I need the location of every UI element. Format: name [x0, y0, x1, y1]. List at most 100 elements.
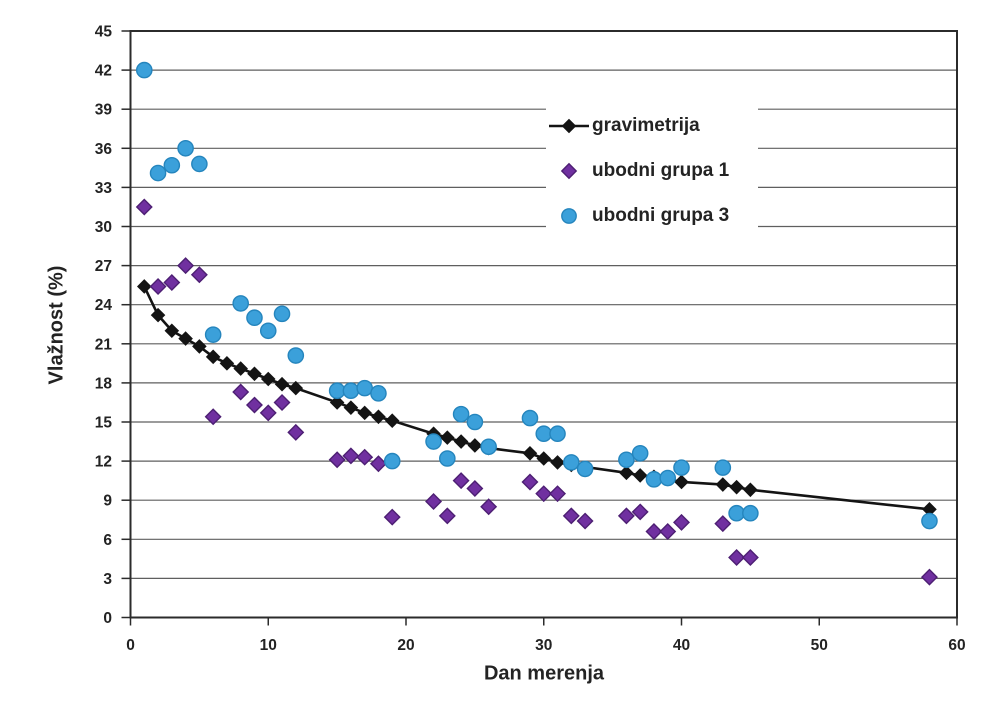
data-point-ubodni-grupa-1 — [287, 423, 305, 441]
data-point-ubodni-grupa-3 — [645, 471, 663, 488]
data-point-ubodni-grupa-3 — [287, 347, 305, 364]
data-point-gravimetrija — [343, 400, 359, 415]
x-tick-label: 20 — [397, 637, 414, 654]
data-point-ubodni-grupa-1 — [480, 498, 498, 516]
data-point-gravimetrija — [247, 366, 262, 382]
data-point-gravimetrija — [536, 451, 552, 466]
data-point-ubodni-grupa-3 — [204, 326, 222, 343]
x-tick-label: 40 — [673, 637, 690, 654]
data-point-ubodni-grupa-1 — [714, 515, 732, 533]
data-point-gravimetrija — [164, 323, 180, 339]
data-point-gravimetrija — [743, 482, 758, 498]
data-point-ubodni-grupa-3 — [439, 450, 456, 467]
x-axis-title: Dan merenja — [483, 662, 605, 685]
data-point-ubodni-grupa-1 — [369, 455, 387, 473]
data-point-gravimetrija — [233, 361, 248, 376]
data-point-gravimetrija — [550, 455, 565, 470]
legend-label: ubodni grupa 1 — [592, 160, 730, 181]
data-point-ubodni-grupa-3 — [246, 309, 263, 327]
data-point-ubodni-grupa-1 — [466, 479, 484, 497]
legend: gravimetrija ubodni grupa 1 ubodni grupa… — [546, 100, 758, 240]
data-point-ubodni-grupa-3 — [535, 425, 553, 443]
data-point-ubodni-grupa-1 — [617, 507, 635, 525]
y-tick-label: 9 — [103, 493, 112, 510]
data-point-ubodni-grupa-3 — [714, 459, 732, 476]
data-point-gravimetrija — [288, 380, 304, 396]
data-point-ubodni-grupa-1 — [631, 503, 649, 521]
data-point-gravimetrija — [329, 395, 345, 410]
data-point-gravimetrija — [205, 349, 221, 365]
data-point-ubodni-grupa-1 — [177, 257, 195, 275]
data-point-ubodni-grupa-1 — [659, 522, 677, 540]
x-tick-label: 60 — [948, 637, 965, 654]
data-point-ubodni-grupa-3 — [466, 413, 484, 431]
data-point-ubodni-grupa-3 — [425, 433, 442, 450]
data-point-ubodni-grupa-3 — [163, 156, 181, 174]
data-point-ubodni-grupa-1 — [245, 396, 263, 414]
data-point-gravimetrija — [260, 371, 276, 387]
legend-item-ubodni-grupa-3: ubodni grupa 3 — [546, 193, 758, 238]
data-point-ubodni-grupa-3 — [742, 504, 759, 522]
data-point-ubodni-grupa-1 — [328, 451, 346, 469]
legend-label: gravimetrija — [592, 115, 700, 136]
data-point-ubodni-grupa-3 — [191, 155, 208, 173]
data-point-ubodni-grupa-3 — [631, 444, 649, 462]
data-point-gravimetrija — [715, 477, 731, 492]
y-tick-label: 21 — [95, 336, 113, 353]
y-tick-label: 45 — [95, 24, 113, 41]
y-tick-label: 24 — [95, 297, 113, 314]
data-point-gravimetrija — [371, 409, 386, 425]
y-tick-label: 27 — [95, 258, 112, 275]
y-tick-label: 15 — [95, 415, 113, 432]
x-tick-label: 50 — [811, 637, 828, 654]
line-diamond-marker-icon — [549, 118, 589, 133]
x-tick-label: 10 — [260, 637, 277, 654]
data-point-ubodni-grupa-1 — [259, 404, 277, 422]
data-point-ubodni-grupa-1 — [356, 448, 374, 466]
y-tick-label: 12 — [95, 454, 112, 471]
data-point-gravimetrija — [150, 307, 166, 323]
legend-item-ubodni-grupa-1: ubodni grupa 1 — [546, 148, 758, 193]
data-point-ubodni-grupa-1 — [163, 274, 181, 292]
data-point-ubodni-grupa-3 — [480, 438, 497, 456]
y-tick-label: 39 — [95, 102, 113, 119]
data-point-ubodni-grupa-1 — [645, 522, 663, 540]
data-point-ubodni-grupa-3 — [273, 305, 291, 323]
data-point-ubodni-grupa-3 — [521, 409, 539, 427]
data-point-ubodni-grupa-1 — [920, 568, 938, 586]
data-point-ubodni-grupa-1 — [135, 198, 153, 216]
data-point-gravimetrija — [729, 479, 744, 495]
data-point-ubodni-grupa-1 — [562, 507, 580, 525]
legend-item-gravimetrija: gravimetrija — [546, 103, 758, 148]
data-point-ubodni-grupa-3 — [659, 469, 677, 487]
data-point-gravimetrija — [632, 468, 648, 483]
x-tick-label: 0 — [126, 637, 135, 654]
y-tick-label: 18 — [95, 375, 113, 392]
data-point-ubodni-grupa-1 — [521, 473, 539, 491]
data-point-ubodni-grupa-3 — [728, 504, 745, 522]
data-point-ubodni-grupa-1 — [383, 508, 401, 526]
data-point-ubodni-grupa-3 — [342, 382, 360, 400]
data-point-gravimetrija — [274, 376, 290, 392]
y-tick-label: 3 — [103, 571, 112, 588]
data-point-gravimetrija — [384, 413, 400, 428]
y-tick-label: 0 — [103, 610, 112, 627]
data-point-ubodni-grupa-1 — [741, 549, 759, 567]
data-point-ubodni-grupa-3 — [135, 61, 153, 79]
data-point-ubodni-grupa-1 — [452, 472, 470, 490]
data-point-gravimetrija — [219, 356, 235, 371]
y-axis-title: Vlažnost (%) — [45, 265, 68, 385]
data-point-gravimetrija — [357, 405, 372, 421]
data-point-ubodni-grupa-3 — [232, 295, 249, 312]
data-point-gravimetrija — [467, 438, 483, 453]
data-point-ubodni-grupa-3 — [177, 139, 194, 157]
data-point-ubodni-grupa-3 — [370, 385, 387, 402]
data-point-gravimetrija — [192, 339, 207, 354]
data-point-gravimetrija — [522, 445, 538, 461]
data-point-ubodni-grupa-1 — [273, 393, 291, 411]
data-point-ubodni-grupa-3 — [328, 382, 346, 400]
y-tick-label: 42 — [95, 63, 112, 80]
data-point-ubodni-grupa-1 — [535, 485, 553, 503]
data-point-ubodni-grupa-1 — [149, 277, 167, 295]
